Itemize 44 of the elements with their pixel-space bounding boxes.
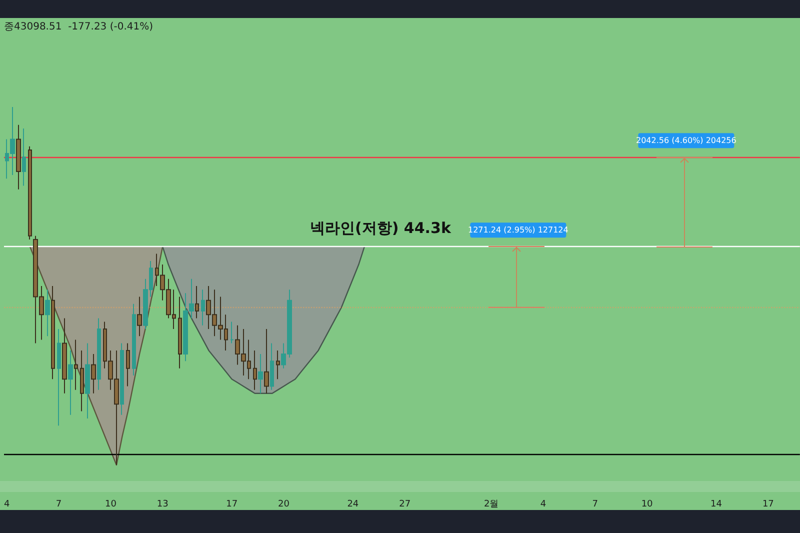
x-tick-label: 13 (156, 500, 168, 510)
x-tick-label: 4 (4, 500, 10, 510)
x-tick-label: 17 (226, 500, 238, 510)
candlestick (253, 350, 257, 390)
candlestick (120, 342, 124, 416)
annotation: 넥라인(저항) 44.3k (310, 219, 452, 238)
candlestick (62, 318, 67, 394)
x-tick-label: 7 (56, 500, 62, 510)
candlestick (195, 286, 199, 319)
candlestick (51, 286, 55, 380)
candlestick (68, 350, 73, 416)
candlestick (201, 289, 205, 326)
candlestick (270, 342, 274, 390)
candlestick (97, 318, 101, 390)
candlestick (80, 350, 84, 412)
x-tick-label: 14 (710, 500, 722, 510)
x-tick-label: 7 (592, 500, 598, 510)
candlestick (45, 289, 50, 337)
candlestick (91, 354, 96, 394)
candlestick (178, 296, 182, 369)
x-tick-label: 10 (104, 500, 117, 510)
candlestick (126, 342, 130, 387)
x-tick-label: 4 (540, 500, 546, 510)
x-tick-label: 17 (762, 500, 774, 510)
annotation: 2042.56 (4.60%) 204256 (636, 136, 736, 146)
x-tick-label: 27 (399, 500, 411, 510)
candlestick (132, 303, 136, 376)
candlestick (85, 342, 90, 419)
candlestick (16, 124, 21, 190)
candlestick (74, 339, 78, 390)
x-tick-label: 10 (641, 500, 654, 510)
candlestick (276, 350, 280, 380)
candlestick (258, 354, 263, 394)
candlestick (137, 296, 142, 337)
annotation: 1271.24 (2.95%) 127124 (468, 226, 568, 235)
candlestick (22, 128, 26, 186)
candlestick (264, 328, 269, 394)
candlestick (57, 328, 61, 426)
text: 종43098.51 -177.23 (-0.41%) (4, 22, 154, 32)
x-tick-label: 20 (278, 500, 290, 510)
x-tick-label: 24 (347, 500, 359, 510)
x-tick-label: 2월 (484, 500, 499, 510)
candlestick (28, 146, 32, 240)
candlestick (230, 321, 234, 344)
